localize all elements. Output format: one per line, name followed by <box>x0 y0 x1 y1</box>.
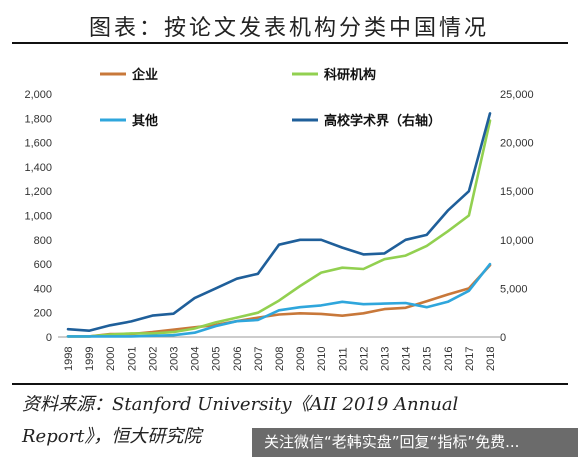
x-tick-label: 2009 <box>295 347 307 371</box>
x-tick-label: 2014 <box>401 347 413 371</box>
y-left-tick-label: 200 <box>34 308 52 320</box>
x-tick-label: 2018 <box>485 347 497 371</box>
y-left-tick-label: 1,200 <box>24 186 52 198</box>
x-tick-label: 2007 <box>253 347 265 371</box>
series-line-1 <box>66 119 492 338</box>
x-tick-label: 2015 <box>422 347 434 371</box>
source-note-line1: 资料来源：Stanford University《AII 2019 Annual <box>22 394 459 415</box>
x-tick-label: 2004 <box>190 347 202 371</box>
y-right-tick-label: 15,000 <box>500 186 534 198</box>
y-right-tick-label: 20,000 <box>500 138 534 150</box>
source-note-line2: Report》，恒大研究院 <box>22 426 202 447</box>
watermark-banner: 关注微信“老韩实盘”回复“指标”免费... <box>252 428 578 457</box>
y-right-tick-label: 25,000 <box>500 89 534 101</box>
legend-label-1: 科研机构 <box>324 67 376 82</box>
x-tick-label: 2013 <box>380 347 392 371</box>
y-left-tick-label: 0 <box>46 332 52 344</box>
x-tick-label: 2006 <box>232 347 244 371</box>
x-tick-label: 2011 <box>337 347 349 371</box>
x-tick-label: 2016 <box>443 347 455 371</box>
y-left-tick-label: 1,400 <box>24 162 52 174</box>
y-right-tick-label: 0 <box>500 332 506 344</box>
x-tick-label: 2012 <box>358 347 370 371</box>
title-divider <box>12 42 568 44</box>
x-tick-label: 1999 <box>84 347 96 371</box>
y-left-tick-label: 1,600 <box>24 138 52 150</box>
y-left-tick-label: 600 <box>34 259 52 271</box>
x-tick-label: 2001 <box>126 347 138 371</box>
y-left-tick-label: 400 <box>34 283 52 295</box>
x-tick-label: 2003 <box>169 347 181 371</box>
source-divider <box>12 383 568 385</box>
x-tick-label: 2002 <box>147 347 159 371</box>
x-tick-label: 2005 <box>211 347 223 371</box>
chart-title: 图表：按论文发表机构分类中国情况 <box>88 16 489 41</box>
y-left-tick-label: 1,000 <box>24 211 52 223</box>
x-tick-label: 2010 <box>316 347 328 371</box>
legend-label-2: 其他 <box>132 113 158 128</box>
x-tick-label: 1998 <box>63 347 75 371</box>
line-chart: 0 200 400 600 800 1,000 1,200 1,400 1,600 1,800 2,… <box>24 67 534 371</box>
legend-label-0: 企业 <box>131 67 158 82</box>
y-left-tick-label: 800 <box>34 235 52 247</box>
legend-label-3: 高校学术界（右轴） <box>324 113 441 128</box>
series-line-3 <box>66 112 492 333</box>
y-right-tick-label: 5,000 <box>500 283 528 295</box>
x-tick-label: 2000 <box>105 347 117 371</box>
y-left-tick-label: 1,800 <box>24 113 52 125</box>
y-right-tick-label: 10,000 <box>500 235 534 247</box>
x-tick-label: 2017 <box>464 347 476 371</box>
y-left-tick-label: 2,000 <box>24 89 52 101</box>
x-tick-label: 2008 <box>274 347 286 371</box>
series-line-2 <box>66 262 492 338</box>
